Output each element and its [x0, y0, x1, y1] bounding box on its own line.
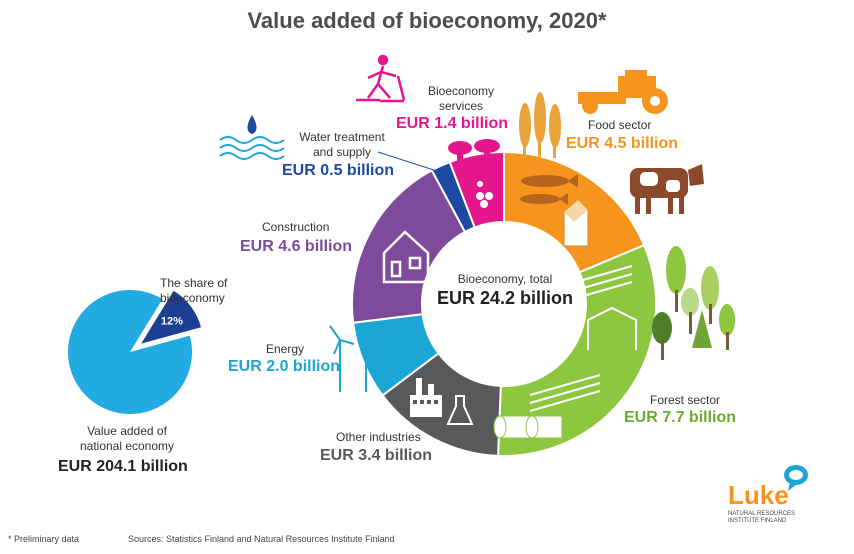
chart-title: Value added of bioeconomy, 2020* [247, 8, 607, 33]
donut-slice-services [448, 150, 505, 229]
donut-center: Bioeconomy, total EUR 24.2 billion [410, 272, 600, 309]
milk-carton-icon [563, 199, 589, 247]
flask-icon [446, 395, 474, 425]
logo-subtitle: NATURAL RESOURCES INSTITUTE FINLAND [728, 511, 796, 524]
water-name: Water treatment and supply [299, 130, 385, 159]
construction-value: EUR 4.6 billion [240, 238, 353, 255]
center-value: EUR 24.2 billion [436, 288, 574, 308]
logo-name: Luke [728, 480, 789, 510]
other-label: Other industries [336, 430, 421, 444]
wheat-icon [519, 92, 561, 158]
share-pie-slice-label: 12% [161, 316, 183, 328]
food-label: Food sector [588, 118, 652, 132]
paper-roll-icon [493, 415, 563, 439]
food-value: EUR 4.5 billion [566, 135, 679, 152]
log-pile-icon [529, 265, 637, 412]
house-icon [382, 230, 430, 284]
water-drop-icon [247, 115, 257, 134]
forest-value: EUR 7.7 billion [624, 409, 737, 426]
luke-logo: Luke NATURAL RESOURCES INSTITUTE FINLAND [728, 465, 824, 525]
share-pie: 12% [68, 290, 202, 415]
mushroom-icon [448, 139, 500, 162]
other-value: EUR 3.4 billion [320, 447, 433, 464]
energy-label: Energy [266, 342, 305, 356]
share-title: The share of bioeconomy [160, 276, 228, 305]
national-label: Value added of national economy [79, 424, 175, 453]
share-pie-rest-slice [68, 290, 192, 415]
construction-label: Construction [262, 220, 330, 234]
forest-label: Forest sector [650, 393, 721, 407]
energy-value: EUR 2.0 billion [228, 358, 341, 375]
water-label: Water treatment and supply [297, 130, 387, 160]
skier-icon [356, 54, 406, 103]
tractor-icon [578, 70, 668, 114]
tree-icon [652, 246, 735, 360]
sources: Sources: Statistics Finland and Natural … [128, 534, 395, 544]
services-value: EUR 1.4 billion [396, 115, 509, 132]
decorative-icons [219, 54, 735, 439]
national-value: EUR 204.1 billion [58, 458, 188, 475]
water-leader-line [377, 151, 441, 173]
wind-turbine-icon [329, 325, 396, 392]
services-label: Bioeconomy services [416, 84, 506, 114]
berries-icon [476, 181, 493, 208]
waves-icon [219, 136, 285, 160]
footnote: * Preliminary data [8, 534, 80, 544]
fish-icon [520, 174, 578, 205]
services-name: Bioeconomy services [427, 84, 495, 113]
cow-icon [630, 164, 704, 214]
factory-icon [410, 378, 442, 417]
share-pie-bioeconomy-slice [141, 290, 202, 344]
speech-bubble-icon [784, 465, 808, 491]
center-label: Bioeconomy, total [457, 272, 553, 286]
water-value: EUR 0.5 billion [282, 162, 395, 179]
